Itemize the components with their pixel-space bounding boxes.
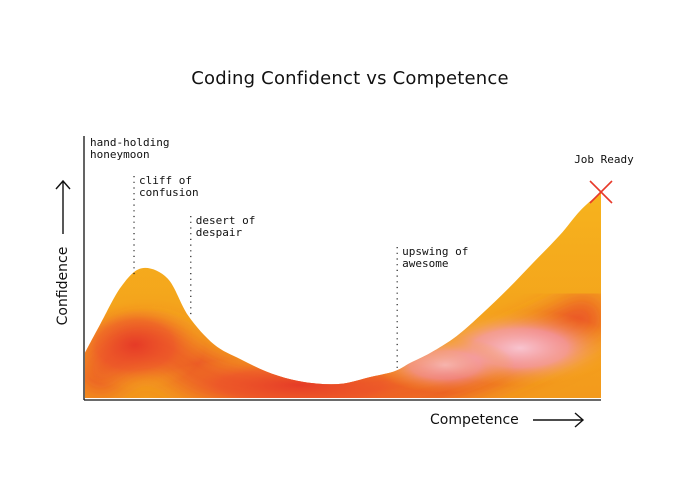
annotation-label-line: honeymoon	[90, 148, 150, 161]
annotation-label-line: awesome	[402, 257, 448, 270]
annotation-label-line: Job Ready	[574, 153, 634, 166]
x-axis-label: Competence	[430, 412, 519, 428]
y-axis-arrow	[55, 179, 71, 234]
annotation-label-line: desert of	[196, 214, 256, 227]
annotation-label-line: upswing of	[402, 245, 468, 258]
annotation-label-line: hand-holding	[90, 136, 169, 149]
x-axis-arrow	[533, 412, 585, 428]
annotation-label-line: despair	[196, 226, 243, 239]
chart-title: Coding Confidenct vs Competence	[191, 68, 509, 89]
y-axis-label: Confidence	[55, 247, 71, 326]
annotation-label-line: confusion	[139, 186, 199, 199]
annotation-4: Job Ready	[574, 153, 634, 204]
annotation-label-line: cliff of	[139, 174, 192, 187]
confidence-area	[85, 192, 601, 398]
job-ready-x-marker	[589, 180, 613, 204]
